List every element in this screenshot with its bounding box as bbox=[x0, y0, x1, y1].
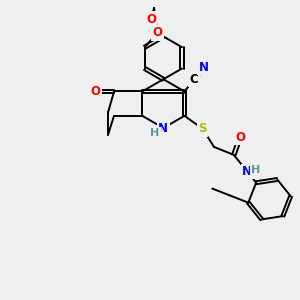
Text: H: H bbox=[251, 165, 260, 175]
Text: N: N bbox=[199, 61, 209, 74]
Text: O: O bbox=[235, 131, 245, 144]
Text: H: H bbox=[150, 128, 160, 138]
Text: N: N bbox=[158, 122, 168, 134]
Text: N: N bbox=[242, 165, 252, 178]
Text: O: O bbox=[152, 26, 162, 39]
Text: C: C bbox=[190, 73, 199, 86]
Text: O: O bbox=[146, 13, 156, 26]
Text: S: S bbox=[198, 122, 207, 135]
Text: O: O bbox=[91, 85, 100, 98]
